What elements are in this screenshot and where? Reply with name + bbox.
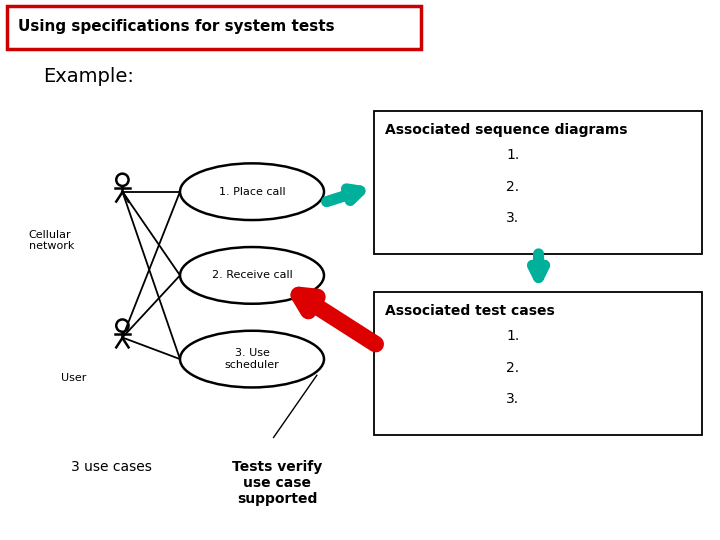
Text: 2. Receive call: 2. Receive call	[212, 271, 292, 280]
Text: 2.: 2.	[506, 361, 519, 375]
Text: 3 use cases: 3 use cases	[71, 460, 152, 474]
Text: Tests verify
use case
supported: Tests verify use case supported	[232, 460, 323, 507]
Text: Example:: Example:	[43, 68, 134, 86]
Text: Associated test cases: Associated test cases	[385, 304, 555, 318]
Text: 1.: 1.	[506, 329, 519, 343]
Text: 3. Use
scheduler: 3. Use scheduler	[225, 348, 279, 370]
Text: Using specifications for system tests: Using specifications for system tests	[18, 19, 335, 35]
FancyBboxPatch shape	[374, 111, 702, 254]
Text: User: User	[61, 373, 86, 383]
Text: 2.: 2.	[506, 180, 519, 194]
Text: Cellular
network: Cellular network	[29, 230, 74, 251]
Text: 1.: 1.	[506, 148, 519, 163]
Text: 3.: 3.	[506, 211, 519, 225]
Text: 1. Place call: 1. Place call	[219, 187, 285, 197]
Text: 3.: 3.	[506, 392, 519, 406]
Text: Associated sequence diagrams: Associated sequence diagrams	[385, 123, 628, 137]
FancyBboxPatch shape	[7, 6, 421, 49]
FancyBboxPatch shape	[374, 292, 702, 435]
